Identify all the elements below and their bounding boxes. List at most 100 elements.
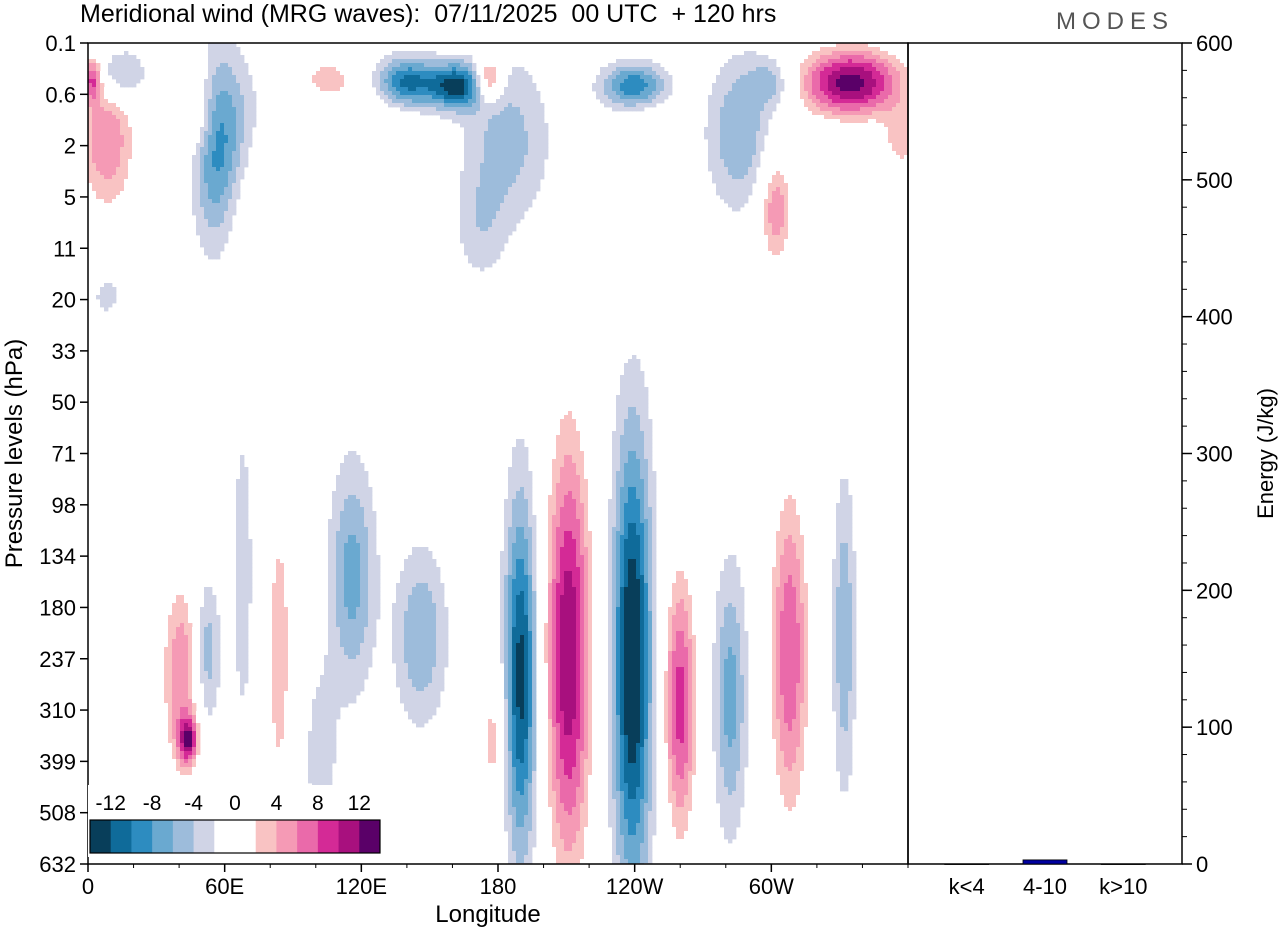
field-cell — [368, 211, 373, 216]
field-cell — [200, 243, 205, 248]
field-cell — [140, 71, 145, 76]
field-cell — [480, 259, 485, 264]
field-cell — [708, 167, 713, 172]
field-cell — [768, 251, 773, 256]
field-cell — [636, 187, 641, 192]
field-cell — [740, 131, 745, 136]
field-cell — [736, 75, 741, 80]
field-cell — [884, 103, 889, 108]
field-cell — [484, 243, 489, 248]
field-cell — [480, 123, 485, 128]
field-cell — [780, 251, 785, 256]
field-cell — [864, 59, 869, 64]
field-cell — [784, 163, 789, 168]
field-cell — [228, 187, 233, 192]
field-cell — [452, 107, 457, 112]
field-cell — [212, 219, 217, 224]
field-cell — [272, 239, 277, 244]
field-cell — [116, 211, 121, 216]
field-cell — [352, 163, 357, 168]
field-cell — [808, 103, 813, 108]
field-cell — [880, 127, 885, 132]
field-cell — [472, 191, 477, 196]
field-cell — [248, 99, 253, 104]
field-cell — [204, 211, 209, 216]
field-cell — [404, 75, 409, 80]
field-cell — [320, 75, 325, 80]
field-cell — [512, 87, 517, 92]
field-cell — [384, 175, 389, 180]
field-cell — [260, 283, 265, 288]
field-cell — [220, 63, 225, 68]
field-cell — [896, 83, 901, 88]
field-cell — [508, 215, 513, 220]
field-cell — [196, 155, 201, 160]
field-cell — [108, 127, 113, 132]
field-cell — [828, 91, 833, 96]
field-cell — [208, 227, 213, 232]
field-cell — [636, 63, 641, 68]
field-cell — [820, 59, 825, 64]
field-cell — [768, 175, 773, 180]
field-cell — [224, 127, 229, 132]
field-cell — [488, 139, 493, 144]
field-cell — [404, 103, 409, 108]
field-cell — [472, 159, 477, 164]
field-cell — [768, 215, 773, 220]
field-cell — [128, 167, 133, 172]
field-cell — [656, 211, 661, 216]
field-cell — [100, 179, 105, 184]
field-cell — [204, 203, 209, 208]
field-cell — [532, 147, 537, 152]
field-cell — [408, 67, 413, 72]
field-cell — [208, 187, 213, 192]
field-cell — [596, 83, 601, 88]
field-cell — [628, 99, 633, 104]
field-cell — [168, 63, 173, 68]
field-cell — [800, 47, 805, 52]
field-cell — [344, 131, 349, 136]
field-cell — [240, 135, 245, 140]
field-cell — [360, 159, 365, 164]
field-cell — [644, 167, 649, 172]
field-cell — [404, 99, 409, 104]
field-cell — [896, 63, 901, 68]
field-cell — [464, 171, 469, 176]
field-cell — [496, 143, 501, 148]
field-cell — [516, 163, 521, 168]
field-cell — [812, 119, 817, 124]
field-cell — [496, 99, 501, 104]
field-cell — [472, 243, 477, 248]
field-cell — [468, 143, 473, 148]
field-cell — [464, 75, 469, 80]
field-cell — [232, 91, 237, 96]
field-cell — [636, 91, 641, 96]
field-cell — [484, 175, 489, 180]
field-cell — [504, 151, 509, 156]
field-cell — [824, 115, 829, 120]
field-cell — [280, 279, 285, 284]
field-cell — [520, 99, 525, 104]
field-cell — [420, 87, 425, 92]
field-cell — [320, 87, 325, 92]
field-cell — [788, 191, 793, 196]
field-cell — [648, 171, 653, 176]
field-cell — [796, 95, 801, 100]
field-cell — [512, 91, 517, 96]
field-cell — [344, 67, 349, 72]
field-cell — [364, 131, 369, 136]
field-cell — [884, 115, 889, 120]
field-cell — [208, 163, 213, 168]
field-cell — [396, 75, 401, 80]
field-cell — [732, 187, 737, 192]
field-cell — [516, 195, 521, 200]
field-cell — [212, 183, 217, 188]
field-cell — [508, 199, 513, 204]
field-cell — [880, 71, 885, 76]
field-cell — [348, 123, 353, 128]
field-cell — [92, 135, 97, 140]
field-cell — [888, 139, 893, 144]
field-cell — [892, 119, 897, 124]
field-cell — [312, 83, 317, 88]
field-cell — [108, 219, 113, 224]
